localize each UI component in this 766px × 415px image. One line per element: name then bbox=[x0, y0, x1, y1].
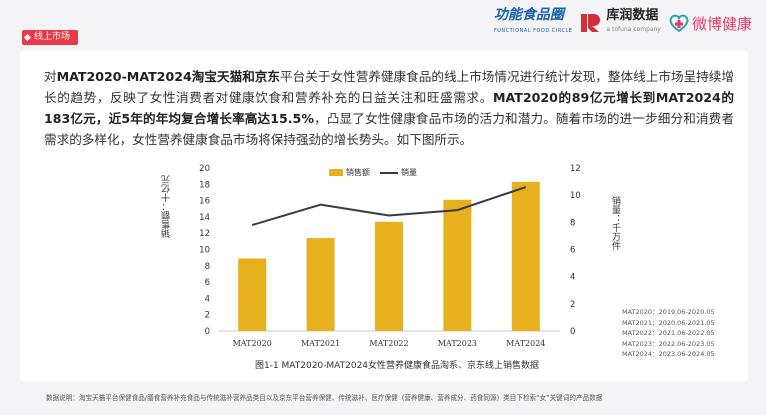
bar bbox=[443, 199, 472, 331]
bar bbox=[375, 221, 403, 331]
legend-sales-label: 销售额 bbox=[346, 168, 370, 177]
chart-legend: 销售额 销量 bbox=[329, 167, 417, 178]
mat-note: MAT2020：2019.06-2020.05 bbox=[622, 308, 715, 316]
y-axis-right-label: 销量：千万件 bbox=[610, 196, 620, 250]
legend-line-swatch bbox=[380, 171, 398, 174]
y-tick-label: 12 bbox=[199, 229, 210, 239]
intro-paragraph: 对MAT2020-MAT2024淘宝天猫和京东平台关于女性营养健康食品的线上市场… bbox=[44, 66, 734, 150]
y2-tick-label: 4 bbox=[570, 273, 575, 283]
logo-functional-food: 功能食品圈 FUNCTIONAL FOOD CIRCLE bbox=[494, 7, 573, 39]
bar bbox=[511, 181, 540, 331]
para-part-4: MAT2020的89亿元增长到MAT2024的183亿元，近5年的年均复合增长率… bbox=[44, 90, 734, 126]
y2-tick-label: 12 bbox=[570, 164, 581, 174]
y-tick-label: 18 bbox=[199, 180, 210, 190]
logo-kurun-sub: a tofuna company bbox=[606, 26, 661, 33]
para-part-5: ，凸显了女性健康食品市场的活力和潜力。随着市场的进一步细分和消费者需求的多样化，… bbox=[44, 111, 735, 147]
logo-functional-food-text: 功能食品圈 bbox=[493, 7, 564, 23]
section-tag: 线上市场 bbox=[22, 30, 79, 45]
section-tag-label: 线上市场 bbox=[34, 32, 71, 42]
y-tick-label: 16 bbox=[199, 197, 210, 207]
mat-note: MAT2021：2020.06-2021.05 bbox=[622, 318, 715, 327]
x-tick-label: MAT2024 bbox=[506, 339, 545, 348]
para-part-3: 平台关于女性营养健康食品的线上市场情况进行统计发现，整体线上市场呈持续增长的趋势… bbox=[44, 69, 735, 105]
x-tick-label: MAT2023 bbox=[438, 339, 477, 348]
logo-functional-food-sub: FUNCTIONAL FOOD CIRCLE bbox=[493, 28, 573, 34]
y2-tick-label: 0 bbox=[570, 327, 575, 337]
logo-kurun-text: 库润数据 bbox=[606, 8, 659, 23]
mat-note: MAT2024：2023.06-2024.05 bbox=[622, 350, 715, 359]
logo-weibo-health: 微博健康 bbox=[669, 13, 752, 34]
data-footnote: 数据说明：淘宝天猫平台保健食品/膳食营养补充食品与传统滋补营养品类目以及京东平台… bbox=[46, 394, 603, 402]
mat-note: MAT2022：2021.06-2022.05 bbox=[622, 329, 715, 338]
para-part-1: 对 bbox=[44, 69, 57, 84]
heart-cross-icon bbox=[669, 14, 689, 33]
y-tick-label: 0 bbox=[205, 327, 210, 337]
y-tick-label: 6 bbox=[205, 278, 210, 288]
top-bar: 线上市场 功能食品圈 FUNCTIONAL FOOD CIRCLE 库润数据 a… bbox=[0, 0, 766, 45]
y-tick-label: 4 bbox=[205, 294, 210, 304]
legend-bar-swatch bbox=[329, 169, 343, 176]
y2-tick-label: 2 bbox=[570, 300, 575, 310]
legend-item-sales: 销售额 bbox=[329, 167, 370, 178]
y-tick-label: 20 bbox=[199, 164, 210, 174]
legend-item-volume: 销量 bbox=[380, 167, 417, 178]
legend-volume-label: 销量 bbox=[401, 168, 417, 177]
x-tick-label: MAT2021 bbox=[301, 339, 340, 348]
logo-group: 功能食品圈 FUNCTIONAL FOOD CIRCLE 库润数据 a tofu… bbox=[494, 6, 752, 40]
y-tick-label: 10 bbox=[199, 246, 210, 256]
logo-weibo-health-text: 微博健康 bbox=[691, 14, 752, 33]
kurun-logo-icon bbox=[581, 14, 601, 32]
y-tick-label: 8 bbox=[205, 262, 210, 272]
x-tick-label: MAT2022 bbox=[369, 339, 408, 348]
mat-notes: MAT2020：2019.06-2020.05 MAT2021：2020.06-… bbox=[622, 307, 715, 360]
bar bbox=[238, 258, 267, 331]
y2-tick-label: 6 bbox=[570, 246, 575, 256]
y-tick-label: 14 bbox=[199, 213, 210, 223]
figure-caption: 图1-1 MAT2020-MAT2024女性营养健康食品淘系、京东线上销售数据 bbox=[254, 361, 540, 371]
y-tick-label: 2 bbox=[205, 311, 210, 321]
para-part-2: MAT2020-MAT2024淘宝天猫和京东 bbox=[56, 69, 281, 84]
mat-note: MAT2023：2022.06-2023.05 bbox=[622, 339, 715, 348]
y2-tick-label: 10 bbox=[570, 191, 581, 201]
y2-tick-label: 8 bbox=[570, 218, 575, 228]
x-tick-label: MAT2020 bbox=[233, 339, 272, 348]
logo-kurun: 库润数据 a tofuna company bbox=[580, 9, 661, 37]
series-line-volume bbox=[251, 186, 527, 227]
bar bbox=[306, 238, 335, 331]
